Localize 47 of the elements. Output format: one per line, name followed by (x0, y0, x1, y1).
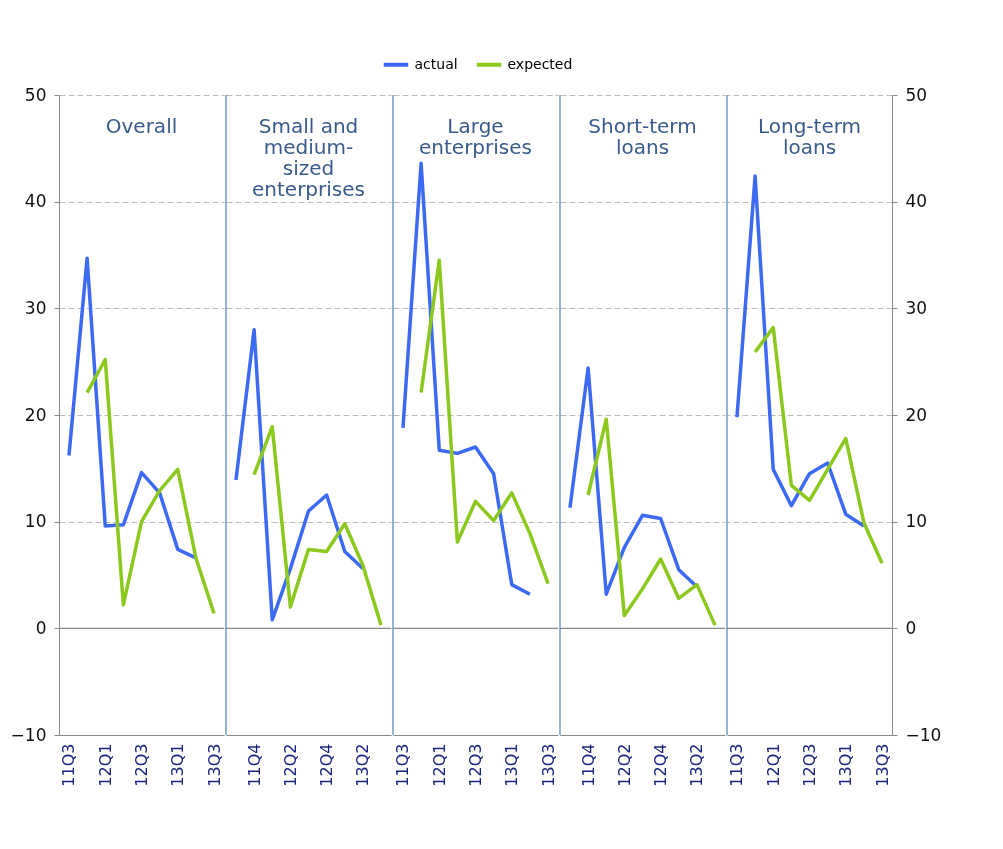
y2-tick-label: 50 (905, 84, 928, 105)
y2-tick-label: −10 (905, 724, 942, 745)
x-tick-label: 13Q3 (872, 743, 892, 787)
legend-label: expected (507, 55, 573, 72)
x-tick-label: 12Q4 (651, 743, 671, 787)
x-tick-label: 13Q3 (204, 743, 224, 787)
y-tick-label: 40 (24, 191, 47, 212)
x-tick-label: 12Q3 (800, 743, 819, 787)
y-tick-label: 0 (35, 617, 47, 638)
x-tick-label: 13Q2 (353, 743, 373, 787)
line-series (735, 174, 866, 528)
x-tick-label: 12Q1 (763, 743, 783, 787)
y2-tick-label: 40 (905, 191, 928, 212)
line-series (753, 325, 884, 566)
text: Long-term loans (757, 114, 862, 159)
y2-tick-label: 10 (905, 511, 928, 532)
text: Overall (105, 114, 178, 138)
x-tick-label: 12Q3 (466, 743, 485, 787)
y2-tick-label: 30 (905, 297, 928, 318)
y-tick-label: 20 (24, 404, 47, 425)
x-tick-label: 11Q3 (727, 743, 747, 787)
x-tick-label: 12Q4 (317, 743, 337, 787)
y-tick-label: 50 (24, 84, 47, 105)
y-tick-label: 10 (24, 511, 47, 532)
x-tick-label: 11Q4 (244, 743, 264, 787)
legend-label: actual (414, 55, 458, 72)
x-tick-label: 12Q3 (132, 743, 151, 787)
x-tick-label: 13Q1 (502, 743, 522, 787)
line-series (85, 357, 216, 616)
x-tick-label: 11Q4 (578, 743, 598, 787)
y2-tick-label: 20 (905, 404, 928, 425)
x-tick-label: 13Q1 (168, 743, 188, 787)
text: Short-term loans (588, 114, 697, 159)
x-tick-label: 13Q3 (538, 743, 558, 787)
x-tick-label: 12Q1 (429, 743, 449, 787)
x-tick-label: 12Q2 (280, 743, 300, 787)
text: Large enterprises (419, 114, 532, 159)
x-tick-label: 12Q1 (95, 743, 115, 787)
x-tick-label: 13Q1 (836, 743, 856, 787)
x-tick-label: 11Q3 (393, 743, 413, 787)
y-tick-label: −10 (10, 724, 47, 745)
x-tick-label: 11Q3 (59, 743, 79, 787)
y-tick-label: 30 (24, 297, 47, 318)
x-tick-label: 12Q2 (614, 743, 634, 787)
text: Small and medium-sized enterprises (252, 114, 365, 201)
x-tick-label: 13Q2 (687, 743, 707, 787)
y2-tick-label: 0 (905, 617, 917, 638)
